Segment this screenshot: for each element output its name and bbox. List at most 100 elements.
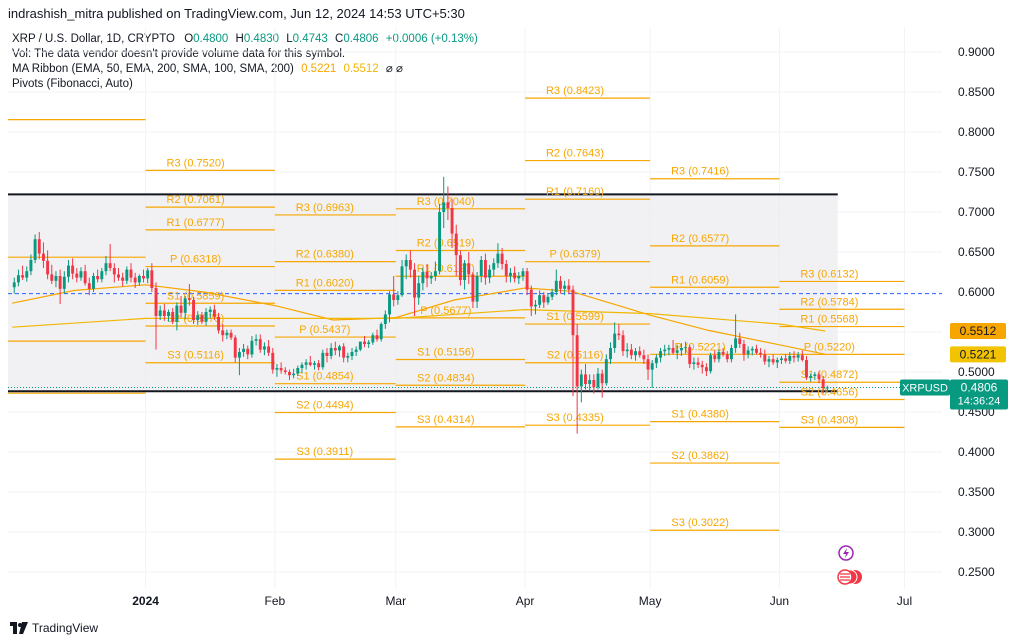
- candle-body[interactable]: [92, 276, 95, 289]
- candle-body[interactable]: [271, 352, 275, 370]
- candle-body[interactable]: [679, 348, 683, 351]
- candle-body[interactable]: [496, 253, 500, 264]
- candle-body[interactable]: [642, 355, 646, 360]
- candle-body[interactable]: [67, 265, 70, 277]
- volume-notice[interactable]: Vol: The data vendor doesn't provide vol…: [12, 48, 346, 60]
- candle-body[interactable]: [771, 359, 775, 363]
- candle-body[interactable]: [258, 339, 262, 350]
- candle-body[interactable]: [396, 295, 400, 300]
- candle-body[interactable]: [713, 355, 717, 360]
- candle-body[interactable]: [146, 270, 150, 279]
- candle-body[interactable]: [12, 282, 16, 288]
- candle-body[interactable]: [246, 348, 250, 355]
- candle-body[interactable]: [792, 356, 796, 358]
- candle-body[interactable]: [629, 349, 633, 356]
- candle-body[interactable]: [379, 324, 383, 340]
- candle-body[interactable]: [333, 348, 337, 351]
- candle-body[interactable]: [83, 271, 87, 284]
- candle-body[interactable]: [100, 271, 104, 280]
- candle-body[interactable]: [417, 283, 421, 298]
- candle-body[interactable]: [338, 346, 341, 351]
- candle-body[interactable]: [775, 360, 779, 363]
- candle-body[interactable]: [729, 348, 733, 360]
- candle-body[interactable]: [317, 363, 321, 368]
- candle-body[interactable]: [671, 348, 675, 353]
- candle-body[interactable]: [646, 359, 650, 370]
- candle-body[interactable]: [25, 271, 29, 278]
- tradingview-footer[interactable]: TradingView: [10, 621, 98, 635]
- candle-body[interactable]: [488, 269, 492, 278]
- candle-body[interactable]: [805, 360, 808, 378]
- candle-body[interactable]: [371, 335, 375, 343]
- candle-body[interactable]: [734, 338, 738, 348]
- candle-body[interactable]: [442, 202, 446, 212]
- candle-body[interactable]: [584, 374, 587, 384]
- candle-body[interactable]: [504, 264, 508, 276]
- candle-body[interactable]: [200, 315, 204, 322]
- candle-body[interactable]: [788, 356, 792, 361]
- candle-body[interactable]: [404, 260, 408, 267]
- pivots-label[interactable]: Pivots (Fibonacci, Auto): [12, 78, 133, 90]
- candle-body[interactable]: [709, 355, 713, 372]
- candle-body[interactable]: [204, 312, 208, 322]
- candle-body[interactable]: [567, 285, 571, 290]
- candle-body[interactable]: [183, 298, 187, 313]
- symbol-name[interactable]: XRP / U.S. Dollar, 1D, CRYPTO: [12, 33, 175, 45]
- candle-body[interactable]: [171, 312, 175, 322]
- candle-body[interactable]: [133, 277, 137, 283]
- candle-body[interactable]: [609, 348, 612, 360]
- candle-body[interactable]: [383, 314, 387, 324]
- candle-body[interactable]: [688, 347, 692, 364]
- candle-body[interactable]: [292, 373, 296, 376]
- candle-body[interactable]: [104, 263, 108, 272]
- candle-body[interactable]: [675, 350, 679, 353]
- candle-body[interactable]: [254, 339, 258, 341]
- candle-body[interactable]: [784, 358, 788, 361]
- candle-body[interactable]: [413, 269, 416, 298]
- candle-body[interactable]: [400, 266, 404, 296]
- candle-body[interactable]: [233, 337, 237, 358]
- candle-body[interactable]: [367, 342, 371, 344]
- candle-body[interactable]: [363, 341, 366, 344]
- candle-body[interactable]: [388, 294, 391, 315]
- candle-body[interactable]: [517, 276, 521, 279]
- candle-body[interactable]: [821, 379, 825, 388]
- candle-body[interactable]: [813, 374, 817, 376]
- candle-body[interactable]: [500, 253, 504, 264]
- candle-body[interactable]: [721, 352, 725, 355]
- candle-body[interactable]: [446, 202, 450, 208]
- candle-body[interactable]: [592, 380, 596, 388]
- candle-body[interactable]: [250, 340, 254, 355]
- candle-body[interactable]: [508, 272, 512, 276]
- candle-body[interactable]: [408, 260, 412, 270]
- candle-body[interactable]: [279, 368, 283, 371]
- candle-body[interactable]: [296, 368, 300, 374]
- candle-body[interactable]: [780, 358, 783, 360]
- candle-body[interactable]: [750, 348, 754, 351]
- candle-body[interactable]: [613, 333, 617, 348]
- candle-body[interactable]: [313, 363, 316, 365]
- candle-body[interactable]: [596, 373, 600, 388]
- candle-body[interactable]: [450, 208, 454, 234]
- candle-body[interactable]: [354, 349, 358, 352]
- candle-body[interactable]: [521, 271, 525, 276]
- candle-body[interactable]: [796, 355, 800, 358]
- symbol-price-tag[interactable]: [900, 379, 950, 396]
- candle-body[interactable]: [763, 354, 767, 362]
- candle-body[interactable]: [634, 351, 637, 356]
- candle-body[interactable]: [125, 269, 129, 281]
- candle-body[interactable]: [167, 312, 170, 316]
- candle-body[interactable]: [46, 260, 50, 275]
- candle-body[interactable]: [283, 370, 287, 372]
- candle-body[interactable]: [663, 349, 667, 352]
- candle-body[interactable]: [221, 330, 225, 336]
- candle-body[interactable]: [350, 352, 354, 356]
- candle-body[interactable]: [33, 239, 37, 260]
- candle-body[interactable]: [654, 357, 658, 364]
- candle-body[interactable]: [142, 276, 145, 279]
- candle-body[interactable]: [538, 295, 542, 305]
- candle-body[interactable]: [621, 335, 625, 352]
- candle-body[interactable]: [267, 346, 271, 353]
- candle-body[interactable]: [638, 351, 642, 356]
- candle-body[interactable]: [50, 274, 54, 281]
